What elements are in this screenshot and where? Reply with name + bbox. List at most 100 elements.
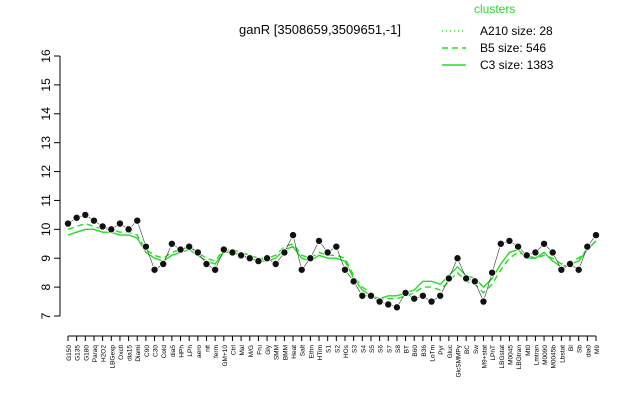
x-tick-label: BI — [568, 345, 575, 351]
data-point — [548, 248, 557, 257]
y-tick-label: 9 — [39, 255, 53, 262]
x-tick-label: C90 — [144, 345, 151, 357]
y-tick-label: 14 — [39, 107, 53, 121]
data-point — [237, 251, 246, 260]
y-axis: 7 8 9 10 11 12 13 14 15 16 — [39, 49, 61, 319]
x-tick-label: HOs — [343, 344, 350, 358]
data-point — [98, 222, 107, 231]
x-tick-label: BMM — [282, 345, 289, 360]
x-tick-label: Oxctl — [118, 344, 125, 359]
x-tick-label: Paraq — [92, 345, 99, 363]
data-point — [280, 248, 289, 257]
data-point — [64, 219, 73, 228]
x-tick-label: Diami — [135, 345, 142, 362]
x-tick-label: HTim — [317, 345, 324, 360]
y-tick-label: 16 — [39, 49, 53, 63]
data-point — [202, 259, 211, 268]
data-point — [150, 265, 159, 274]
data-point — [531, 248, 540, 257]
chart-title: ganR [3508659,3509651,-1] — [239, 22, 401, 37]
x-tick-label: ferm — [213, 345, 220, 358]
data-point — [297, 265, 306, 274]
x-tick-label: Mal — [239, 344, 246, 355]
data-point — [453, 254, 462, 263]
x-tick-label: H2O2 — [101, 345, 108, 362]
x-tick-label: Ctrl — [230, 344, 237, 355]
x-tick-label: Heat — [291, 345, 298, 359]
data-point — [470, 277, 479, 286]
data-point — [514, 242, 523, 251]
data-point — [107, 225, 116, 234]
x-tick-label: S6 — [378, 345, 385, 353]
data-point — [462, 274, 471, 283]
data-points — [64, 210, 601, 312]
x-tick-label: LBGtran — [516, 345, 523, 370]
x-tick-label: S4 — [360, 345, 367, 353]
data-point — [505, 236, 514, 245]
data-point — [557, 265, 566, 274]
data-point — [271, 259, 280, 268]
data-point — [358, 291, 367, 300]
data-point — [72, 213, 81, 222]
data-point — [436, 291, 445, 300]
data-point — [522, 251, 531, 260]
data-point — [254, 257, 263, 266]
x-tick-label: aero — [196, 345, 203, 358]
x-tick-label: Ethn — [308, 345, 315, 359]
data-point — [115, 219, 124, 228]
x-tick-label: LPhT — [490, 345, 497, 361]
x-tick-label: LoTm — [430, 345, 437, 362]
data-point — [583, 242, 592, 251]
x-tick-label: M0045 — [507, 345, 514, 365]
x-tick-label: S2 — [334, 345, 341, 353]
x-tick-label: M9 — [594, 345, 601, 354]
data-point — [185, 242, 194, 251]
data-point — [289, 231, 298, 240]
x-tick-label: G150 — [66, 345, 73, 361]
data-point — [263, 254, 272, 263]
data-point — [332, 242, 341, 251]
data-point — [340, 265, 349, 274]
x-tick-label: B36 — [421, 345, 428, 357]
x-tick-label: LPh — [187, 345, 194, 357]
x-tick-label: dia5 — [170, 345, 177, 358]
data-point — [89, 216, 98, 225]
x-tick-label: Lmtran — [533, 345, 540, 366]
x-tick-label: dia0 — [585, 345, 592, 358]
x-tick-label: SMM — [274, 345, 281, 360]
x-tick-label: S7 — [386, 345, 393, 353]
data-point — [245, 254, 254, 263]
x-tick-label: M0090 — [542, 345, 549, 365]
x-tick-label: B60 — [412, 345, 419, 357]
x-tick-label: Cold — [161, 345, 168, 359]
x-tick-label: BC — [464, 345, 471, 354]
data-point — [574, 265, 583, 274]
data-point — [410, 294, 419, 303]
gene-profile-line — [67, 214, 597, 308]
x-tick-label: Sb — [577, 345, 584, 353]
y-tick-label: 15 — [39, 78, 53, 92]
y-tick-label: 12 — [39, 165, 53, 179]
x-tick-label: S3 — [352, 345, 359, 353]
x-tick-label: dia15 — [127, 345, 134, 361]
legend: clusters A210 size: 28 B5 size: 546 C3 siz… — [442, 2, 554, 72]
x-tick-label: LBGstat — [499, 345, 506, 369]
data-point — [496, 239, 505, 248]
data-point — [540, 239, 549, 248]
x-tick-label: C30 — [153, 345, 160, 357]
x-tick-label: BT — [404, 345, 411, 353]
x-tick-label: nit — [204, 345, 211, 352]
data-point — [141, 242, 150, 251]
y-tick-label: 7 — [39, 312, 53, 319]
data-point — [418, 291, 427, 300]
legend-label: A210 size: 28 — [480, 24, 553, 38]
x-tick-label: Lbstat — [559, 345, 566, 363]
data-point — [323, 248, 332, 257]
data-point — [444, 274, 453, 283]
x-tick-label: M0045b — [551, 345, 558, 369]
x-tick-label: Pyr — [438, 344, 445, 355]
data-point — [167, 239, 176, 248]
x-tick-label: Gly — [265, 344, 272, 355]
x-tick-label: Mt0 — [525, 345, 532, 356]
